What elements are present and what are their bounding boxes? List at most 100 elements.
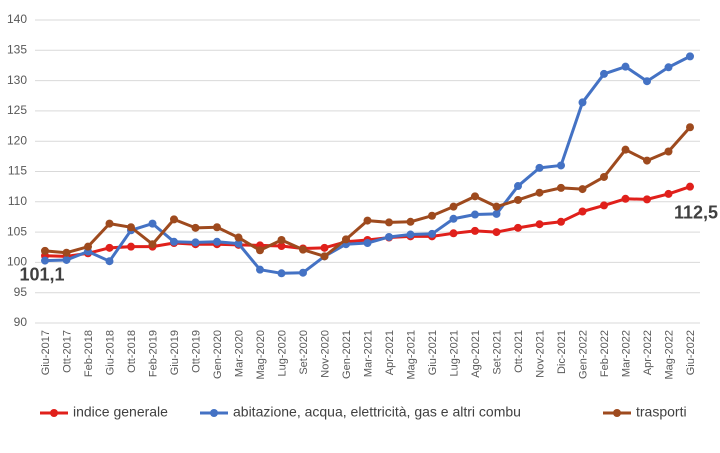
x-tick-label: Giu-2019 [169, 330, 181, 375]
marker [578, 185, 587, 194]
x-tick-label: Mar-2020 [233, 330, 245, 377]
marker [127, 242, 135, 251]
marker [234, 233, 243, 242]
marker [492, 228, 501, 237]
legend-marker [613, 409, 621, 417]
x-tick-label: Giu-2022 [685, 330, 697, 375]
marker [686, 182, 694, 191]
marker [170, 237, 178, 246]
x-tick-label: Giu-2017 [40, 330, 52, 375]
x-tick-label: Ott-2018 [126, 330, 138, 373]
marker [342, 235, 350, 244]
x-tick-label: Giu-2018 [104, 330, 116, 375]
marker [643, 156, 651, 165]
y-tick-label: 110 [8, 194, 27, 208]
marker [557, 217, 565, 226]
x-tick-label: Lug-2021 [448, 330, 460, 377]
y-tick-label: 120 [7, 133, 27, 147]
x-tick-label: Mag-2021 [405, 330, 417, 380]
marker [406, 217, 415, 226]
value-label: 112,5 [674, 202, 718, 222]
marker [643, 195, 651, 204]
marker [600, 69, 608, 78]
marker [557, 161, 565, 170]
marker [643, 77, 651, 86]
marker [449, 214, 458, 223]
marker [277, 242, 286, 251]
marker [686, 52, 694, 61]
marker [664, 147, 673, 156]
marker [428, 229, 436, 238]
marker [105, 219, 114, 228]
x-tick-label: Dic-2021 [556, 330, 568, 374]
marker [535, 163, 544, 172]
marker [686, 123, 694, 132]
x-tick-label: Mag-2020 [255, 330, 267, 380]
marker [191, 238, 200, 247]
x-tick-label: Apr-2022 [642, 330, 654, 375]
marker [471, 192, 479, 201]
marker [621, 145, 630, 154]
marker [256, 246, 264, 255]
marker [471, 226, 479, 235]
marker [299, 268, 307, 277]
marker [148, 219, 157, 228]
y-tick-label: 100 [7, 255, 27, 269]
y-tick-label: 95 [14, 285, 28, 299]
x-tick-label: Mag-2022 [663, 330, 675, 380]
x-tick-label: Lug-2020 [276, 330, 288, 377]
y-tick-label: 125 [7, 103, 27, 117]
legend-item: indice generale [40, 404, 168, 420]
marker [127, 223, 135, 232]
x-tick-label: Set-2020 [298, 330, 310, 375]
y-tick-label: 130 [7, 73, 27, 87]
marker [449, 202, 458, 211]
x-tick-label: Feb-2022 [599, 330, 611, 377]
marker [385, 218, 393, 227]
y-tick-label: 90 [14, 315, 28, 329]
x-tick-label: Nov-2021 [534, 330, 546, 378]
x-tick-label: Gen-2022 [577, 330, 589, 379]
y-tick-label: 115 [8, 164, 27, 178]
marker [471, 210, 479, 219]
marker [600, 172, 608, 181]
marker [578, 98, 587, 107]
y-tick-label: 140 [7, 12, 27, 26]
marker [557, 183, 565, 192]
marker [428, 211, 436, 220]
marker [299, 245, 307, 254]
legend-label: indice generale [73, 404, 168, 420]
x-tick-label: Nov-2020 [319, 330, 331, 378]
marker [385, 232, 393, 241]
x-tick-label: Feb-2018 [83, 330, 95, 377]
x-tick-label: Giu-2021 [427, 330, 439, 375]
marker [62, 255, 71, 264]
legend-item: trasporti [603, 404, 687, 420]
x-tick-label: Ott-2019 [190, 330, 202, 373]
marker [105, 243, 114, 252]
marker [41, 256, 49, 265]
marker [256, 265, 264, 274]
x-tick-label: Mar-2021 [362, 330, 374, 377]
x-tick-label: Ago-2021 [470, 330, 482, 378]
legend-marker [50, 409, 58, 417]
marker [664, 63, 673, 72]
marker [105, 257, 114, 266]
x-tick-label: Gen-2021 [341, 330, 353, 379]
legend-marker [210, 409, 218, 417]
value-label: 101,1 [19, 264, 64, 284]
marker [621, 194, 630, 203]
y-tick-label: 105 [7, 224, 27, 238]
x-tick-label: Apr-2021 [384, 330, 396, 375]
marker [148, 240, 157, 249]
marker [492, 209, 501, 218]
marker [84, 242, 92, 251]
marker [600, 201, 608, 210]
marker [578, 207, 587, 216]
x-tick-label: Set-2021 [491, 330, 503, 375]
marker [320, 252, 329, 261]
marker [213, 237, 221, 246]
marker [320, 243, 329, 252]
legend-label: trasporti [636, 404, 687, 420]
